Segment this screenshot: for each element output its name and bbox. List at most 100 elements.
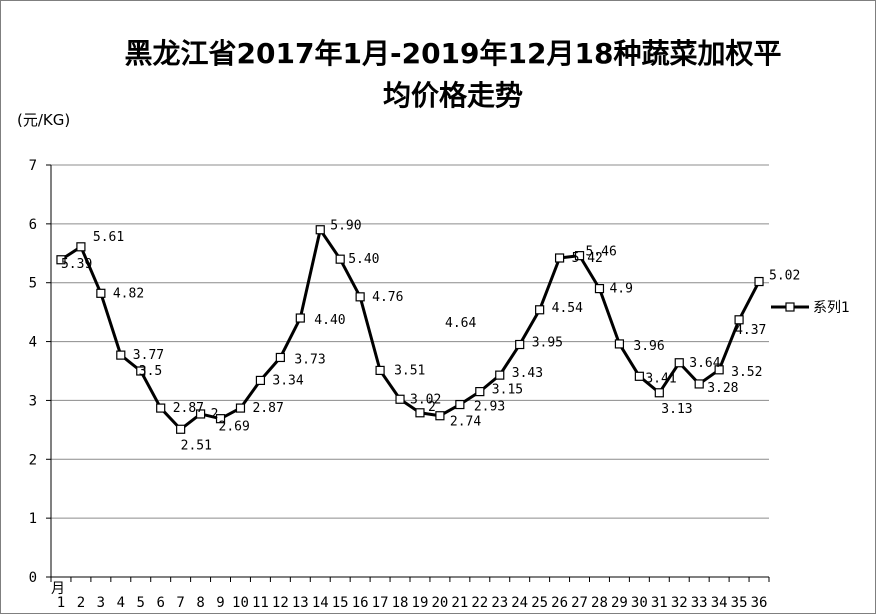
x-axis-unit-label: 月 — [51, 581, 65, 597]
data-label: 5.61 — [93, 230, 124, 245]
x-tick-label: 7 — [176, 595, 184, 611]
x-tick-label: 16 — [352, 595, 369, 611]
x-tick-label: 29 — [611, 595, 628, 611]
data-labels: 5.395.614.823.773.52.872.5122.692.873.34… — [61, 219, 800, 454]
x-tick-label: 17 — [372, 595, 389, 611]
data-label: 4.76 — [372, 290, 403, 305]
x-tick-label: 26 — [551, 595, 568, 611]
data-point — [754, 276, 764, 287]
data-label: 3.5 — [139, 364, 162, 379]
data-point — [96, 288, 106, 298]
data-point — [315, 225, 325, 235]
x-tick-label: 36 — [751, 595, 768, 611]
data-label: 2.74 — [450, 415, 481, 430]
data-point — [76, 242, 86, 252]
data-label: 3.51 — [394, 363, 425, 378]
data-point — [594, 284, 605, 294]
data-point — [395, 394, 405, 404]
data-point — [654, 388, 664, 398]
y-tick-label: 5 — [29, 276, 37, 292]
x-tick-label: 13 — [292, 595, 309, 611]
x-tick-label: 8 — [196, 595, 204, 611]
legend-marker — [785, 302, 795, 312]
x-tick-label: 28 — [591, 595, 608, 611]
data-point — [275, 352, 285, 363]
data-point — [295, 313, 305, 323]
gridlines — [51, 164, 769, 519]
x-tick-label: 5 — [137, 595, 145, 611]
y-tick-label: 2 — [29, 452, 37, 468]
data-label: 3.77 — [133, 348, 164, 363]
x-tick-label: 31 — [651, 595, 668, 611]
data-label: 4.40 — [314, 313, 345, 328]
data-point — [335, 254, 345, 264]
data-point — [475, 387, 485, 397]
x-tick-label: 10 — [232, 595, 249, 611]
data-label: 4.54 — [552, 301, 583, 316]
data-label: 4.37 — [735, 323, 766, 338]
data-point — [195, 409, 206, 419]
data-point — [255, 375, 266, 386]
data-label: 3.95 — [532, 336, 563, 351]
data-point — [56, 255, 66, 265]
y-tick-label: 3 — [29, 393, 37, 409]
annotation-label: 4.64 — [445, 316, 476, 331]
x-tick-label: 4 — [117, 595, 125, 611]
data-label: 3.34 — [272, 373, 303, 388]
data-label: 3.96 — [633, 339, 664, 354]
chart-title-line-1: 黑龙江省2017年1月-2019年12月18种蔬菜加权平 — [125, 37, 782, 70]
data-label: 2.51 — [181, 438, 212, 453]
data-label: 5.42 — [572, 251, 603, 266]
data-point — [714, 365, 724, 375]
x-tick-label: 27 — [571, 595, 588, 611]
data-label: 2.87 — [173, 401, 204, 416]
data-point — [176, 424, 186, 434]
data-point — [375, 365, 385, 376]
x-tick-label: 30 — [631, 595, 648, 611]
x-tick-label: 18 — [392, 595, 409, 611]
data-point — [435, 411, 445, 421]
x-tick-label: 11 — [252, 595, 269, 611]
y-axis-unit-label: (元/KG) — [17, 111, 70, 129]
x-tick-label: 20 — [431, 595, 448, 611]
data-point — [455, 399, 465, 410]
data-label: 3.43 — [512, 366, 543, 381]
data-label: 3.28 — [707, 381, 738, 396]
data-point — [495, 370, 505, 380]
x-tick-label: 9 — [216, 595, 224, 611]
y-tick-label: 0 — [29, 570, 37, 586]
x-tick-label: 35 — [731, 595, 748, 611]
data-label: 3.13 — [661, 402, 692, 417]
y-tick-label: 7 — [29, 158, 37, 174]
x-tick-label: 1 — [57, 595, 65, 611]
data-label: 3.52 — [731, 365, 762, 380]
data-label: 2.93 — [474, 400, 505, 415]
data-label: 5.40 — [348, 252, 379, 267]
x-tick-labels: 1 2 3 4 5 6 7 8 9 10 11 12 13 14 15 16 17 18 19 20 21 22 23 24 2… — [57, 595, 768, 611]
x-tick-label: 19 — [412, 595, 429, 611]
data-point — [156, 403, 166, 413]
y-tick-labels: 0 1 2 3 4 5 6 7 — [29, 158, 37, 586]
axes — [46, 164, 770, 582]
data-label: 5.90 — [330, 219, 361, 234]
data-label: 2 — [211, 407, 219, 422]
chart-title-line-2: 均价格走势 — [383, 79, 523, 112]
data-point — [136, 366, 146, 376]
data-label: 5.02 — [769, 269, 800, 284]
data-point — [694, 379, 704, 389]
data-point — [235, 403, 246, 413]
data-point — [734, 315, 744, 325]
data-label: 3.73 — [294, 352, 325, 367]
data-point — [535, 305, 545, 315]
data-point — [614, 339, 625, 349]
x-tick-label: 32 — [671, 595, 688, 611]
chart-title: 黑龙江省2017年1月-2019年12月18种蔬菜加权平 均价格走势 — [125, 37, 782, 112]
data-label: 4.82 — [113, 286, 144, 301]
x-tick-label: 25 — [531, 595, 548, 611]
data-point — [116, 350, 126, 360]
data-label: 2.87 — [252, 401, 283, 416]
data-point — [355, 292, 365, 302]
data-label: 5.39 — [61, 257, 92, 272]
x-tick-label: 22 — [471, 595, 488, 611]
x-tick-label: 6 — [156, 595, 164, 611]
